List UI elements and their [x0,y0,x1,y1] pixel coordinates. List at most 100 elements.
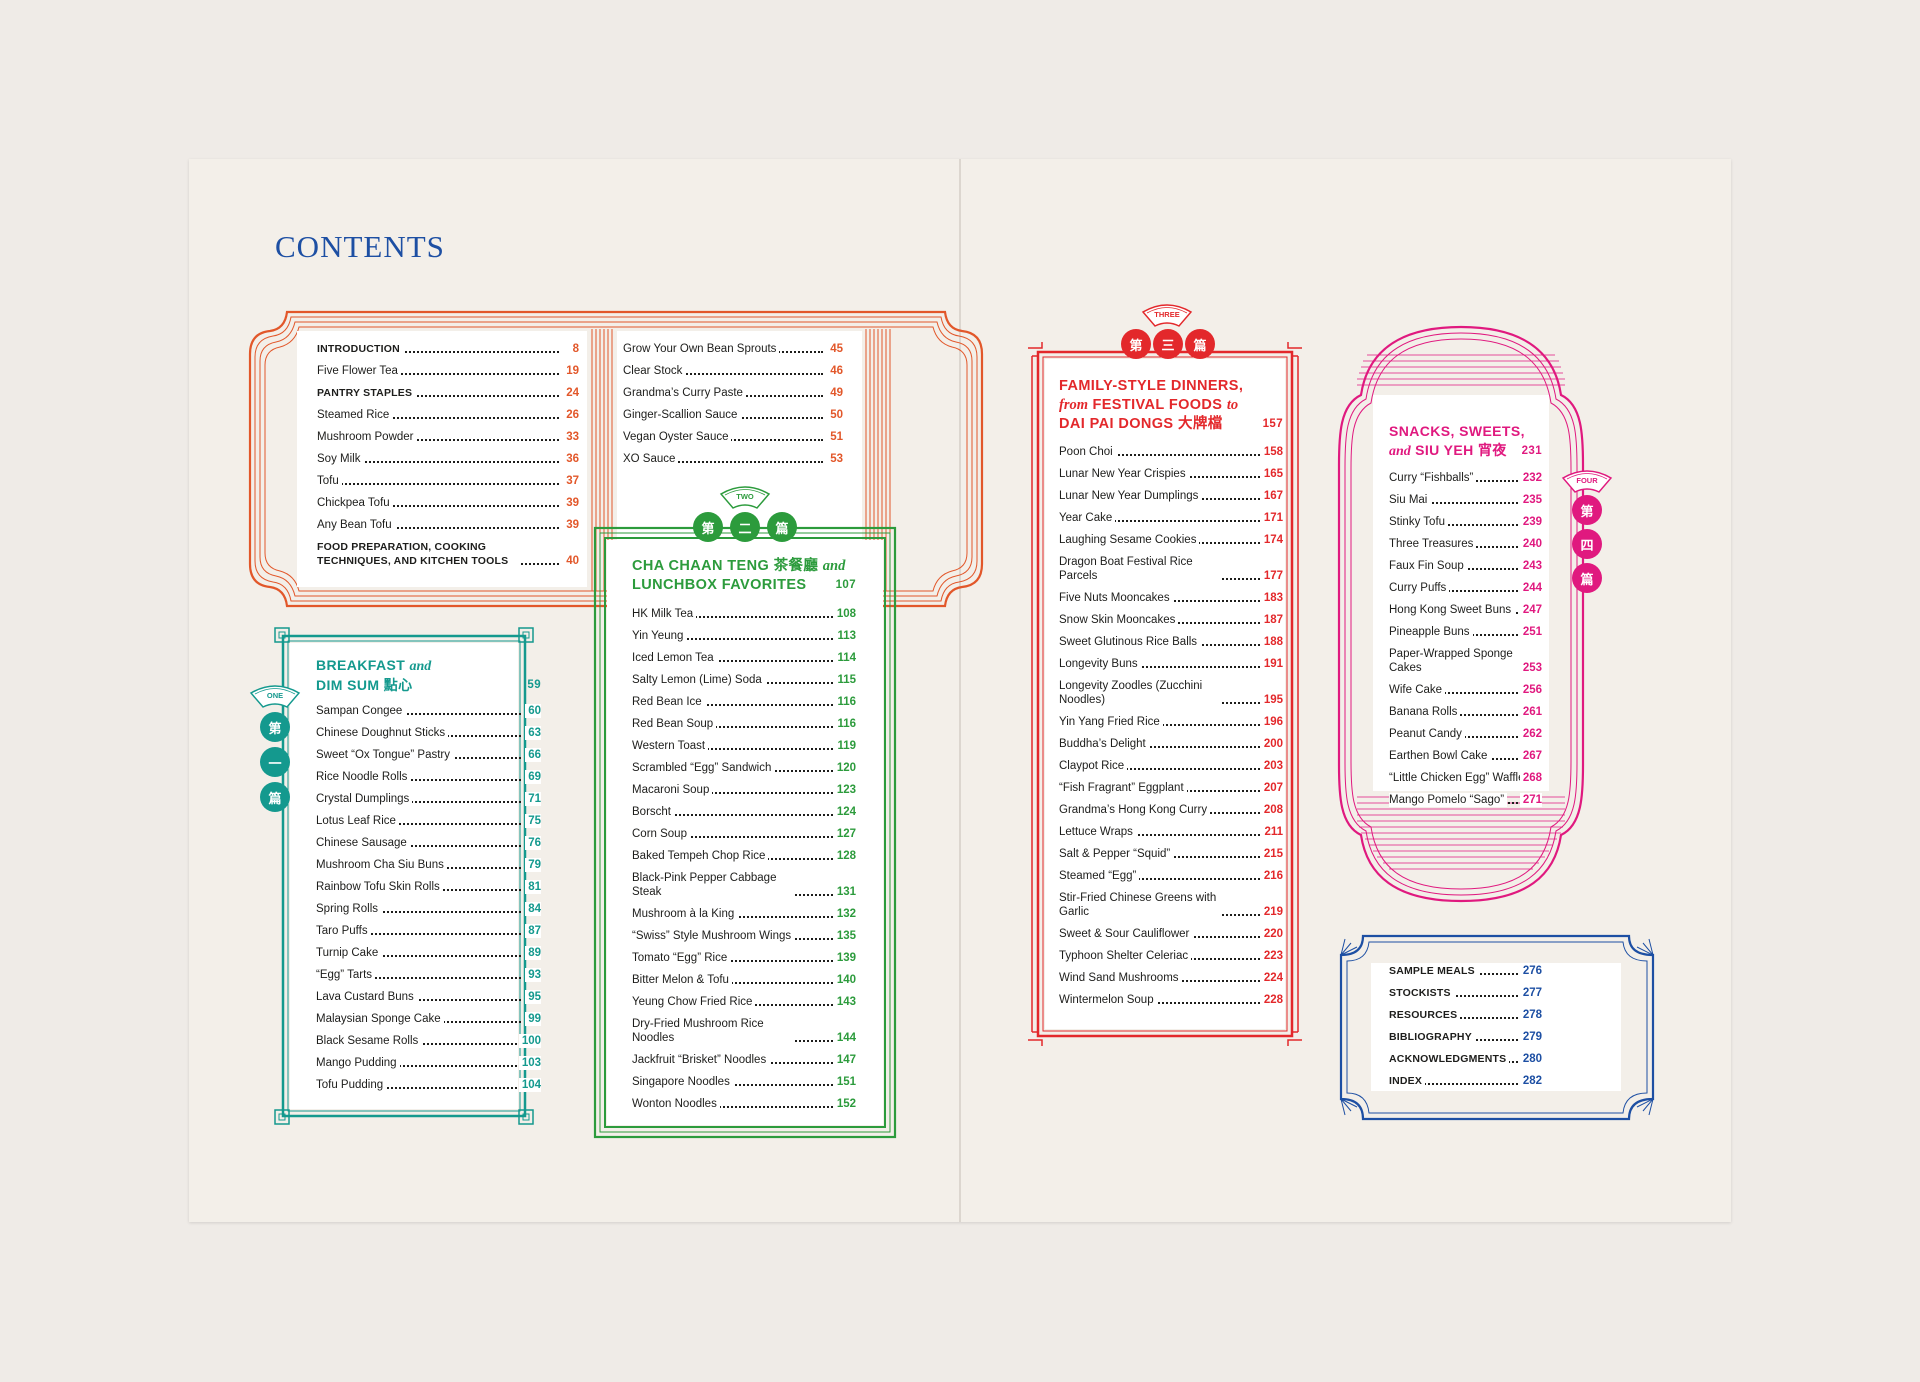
toc-entry-page: 228 [1260,993,1283,1007]
toc-entry: Rainbow Tofu Skin Rolls 81 [316,880,541,894]
toc-entry-page: 19 [563,364,579,378]
toc-entry-page: 232 [1519,471,1542,485]
toc-entry-page: 99 [525,1012,541,1026]
toc-entry-page: 243 [1519,559,1542,573]
toc-entry-title: Ginger-Scallion Sauce [623,408,741,422]
toc-entry: Crystal Dumplings 71 [316,792,541,806]
toc-entry-page: 152 [833,1097,856,1111]
toc-entry: Wind Sand Mushrooms 224 [1059,971,1283,985]
intro-left-list: INTRODUCTION 8 Five Flower Tea 19 PANTRY STA… [317,342,579,576]
toc-entry-page: 63 [525,726,541,740]
toc-entry-title: Clear Stock [623,364,686,378]
toc-entry-title: Stir-Fried Chinese Greens with Garlic [1059,891,1222,919]
toc-entry-title: Snow Skin Mooncakes [1059,613,1179,627]
toc-entry-title: Red Bean Soup [632,717,717,731]
toc-entry: Lava Custard Buns 95 [316,990,541,1004]
toc-entry-title: STOCKISTS [1389,986,1454,1000]
toc-entry: Siu Mai 235 [1389,493,1542,507]
toc-entry-title: Poon Choi [1059,445,1116,459]
toc-entry-title: Baked Tempeh Chop Rice [632,849,769,863]
section-four-tag: FOUR [1576,476,1598,485]
toc-entry: Claypot Rice 203 [1059,759,1283,773]
toc-entry-page: 143 [833,995,856,1009]
toc-entry: Five Flower Tea 19 [317,364,579,378]
toc-entry: Sweet & Sour Cauliflower 220 [1059,927,1283,941]
toc-entry: Lunar New Year Dumplings 167 [1059,489,1283,503]
toc-entry: Stinky Tofu 239 [1389,515,1542,529]
toc-entry-title: “Swiss” Style Mushroom Wings [632,929,795,943]
toc-entry-title: Wind Sand Mushrooms [1059,971,1182,985]
section-one-tag-fan [249,685,301,708]
toc-entry-title: “Egg” Tarts [316,968,376,982]
toc-entry-title: Grandma’s Curry Paste [623,386,746,400]
toc-entry-page: 167 [1260,489,1283,503]
toc-entry-title: Claypot Rice [1059,759,1128,773]
section-two-list: HK Milk Tea 108 Yin Yeung 113 Iced Lemon Tea… [632,607,856,1119]
toc-entry-page: 224 [1260,971,1283,985]
section-three-seal-1: 第 [1121,329,1151,359]
toc-entry: Yin Yang Fried Rice 196 [1059,715,1283,729]
toc-entry: Banana Rolls 261 [1389,705,1542,719]
toc-entry-page: 76 [525,836,541,850]
toc-entry-page: 203 [1260,759,1283,773]
section-three-seal-3: 篇 [1185,329,1215,359]
toc-entry: Red Bean Ice 116 [632,695,856,709]
toc-entry-page: 132 [833,907,856,921]
toc-entry-title: Five Nuts Mooncakes [1059,591,1173,605]
toc-entry: Wonton Noodles 152 [632,1097,856,1111]
section-one-seal-2: 一 [260,747,290,777]
section-four-seal-3: 篇 [1572,563,1602,593]
toc-entry-page: 89 [525,946,541,960]
toc-entry-page: 139 [833,951,856,965]
toc-entry: Mushroom Powder 33 [317,430,579,444]
toc-entry-title: Chickpea Tofu [317,496,393,510]
toc-entry: Three Treasures 240 [1389,537,1542,551]
toc-entry-page: 45 [827,342,843,356]
section-two-heading: CHA CHAAN TENG 茶餐廳 and LUNCHBOX FAVORITE… [632,558,856,593]
section-one-frame [274,627,534,1125]
toc-entry-page: 128 [833,849,856,863]
section-three-list: Poon Choi 158 Lunar New Year Crispies 165 Lu… [1059,445,1283,1015]
toc-entry: Spring Rolls 84 [316,902,541,916]
toc-entry-page: 113 [834,629,856,643]
section-three-heading: FAMILY-STYLE DINNERS, from FESTIVAL FOOD… [1059,378,1283,432]
toc-entry-page: 103 [518,1056,541,1070]
toc-entry-title: Wintermelon Soup [1059,993,1157,1007]
toc-entry: Vegan Oyster Sauce 51 [623,430,843,444]
toc-entry-title: Banana Rolls [1389,705,1461,719]
toc-entry: Typhoon Shelter Celeriac 223 [1059,949,1283,963]
toc-entry: INTRODUCTION 8 [317,342,579,356]
toc-entry-title: Singapore Noodles [632,1075,733,1089]
toc-entry: Hong Kong Sweet Buns 247 [1389,603,1542,617]
toc-entry-page: 188 [1260,635,1283,649]
toc-entry-title: Corn Soup [632,827,690,841]
toc-entry-title: Soy Milk [317,452,364,466]
toc-entry-page: 276 [1519,964,1542,978]
toc-entry: Steamed Rice 26 [317,408,579,422]
book-spread: CONTENTS INTRODUCTION 8 Five Flower Tea 19 P… [189,159,1731,1222]
toc-entry: Snow Skin Mooncakes 187 [1059,613,1283,627]
toc-entry-title: Tomato “Egg” Rice [632,951,731,965]
toc-entry: STOCKISTS 277 [1389,986,1542,1000]
toc-entry: Wife Cake 256 [1389,683,1542,697]
toc-entry-page: 140 [833,973,856,987]
toc-entry: Grandma’s Hong Kong Curry 208 [1059,803,1283,817]
toc-entry: Longevity Buns 191 [1059,657,1283,671]
toc-entry-page: 220 [1260,927,1283,941]
toc-entry-page: 116 [834,717,856,731]
toc-entry-title: Malaysian Sponge Cake [316,1012,444,1026]
toc-entry-title: Grow Your Own Bean Sprouts [623,342,780,356]
toc-entry-page: 196 [1260,715,1283,729]
toc-entry: Poon Choi 158 [1059,445,1283,459]
toc-entry-title: Scrambled “Egg” Sandwich [632,761,775,775]
toc-entry-title: Salt & Pepper “Squid” [1059,847,1174,861]
toc-entry: Borscht 124 [632,805,856,819]
toc-entry-page: 207 [1260,781,1283,795]
section-four-list: Curry “Fishballs” 232 Siu Mai 235 Stinky Tof… [1389,471,1542,815]
toc-entry: Clear Stock 46 [623,364,843,378]
toc-entry: Malaysian Sponge Cake 99 [316,1012,541,1026]
toc-entry-title: Crystal Dumplings [316,792,413,806]
toc-entry-page: 239 [1519,515,1542,529]
toc-entry: Earthen Bowl Cake 267 [1389,749,1542,763]
toc-entry-page: 177 [1260,569,1283,583]
